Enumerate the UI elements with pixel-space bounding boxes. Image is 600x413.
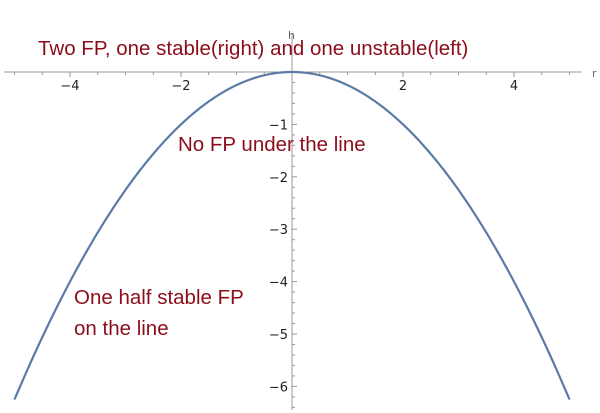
x-tick-label: −2 bbox=[171, 79, 190, 94]
y-tick-label: −2 bbox=[269, 171, 288, 186]
x-tick-label: −4 bbox=[60, 79, 79, 94]
y-tick-label: −5 bbox=[269, 328, 288, 343]
annotation-half-stable-line2: on the line bbox=[74, 317, 169, 340]
x-tick-label: 4 bbox=[510, 79, 518, 94]
x-axis-label: r bbox=[592, 67, 597, 80]
curve-layer bbox=[13, 70, 571, 400]
y-tick-label: −1 bbox=[269, 118, 288, 133]
annotation-two-fixed-points: Two FP, one stable(right) and one unstab… bbox=[38, 37, 469, 60]
ticks: −4 −2 2 4 −1 −2 −3 −4 −5 −6 bbox=[14, 72, 570, 408]
y-tick-label: −3 bbox=[269, 223, 288, 238]
annotation-half-stable-line1: One half stable FP bbox=[74, 286, 244, 309]
y-tick-label: −6 bbox=[269, 380, 288, 395]
y-tick-label: −4 bbox=[269, 276, 288, 291]
y-axis-label: h bbox=[288, 29, 295, 42]
annotation-no-fixed-points: No FP under the line bbox=[178, 133, 366, 156]
x-tick-label: 2 bbox=[399, 79, 407, 94]
axes: rh bbox=[4, 29, 597, 410]
series-line-0 bbox=[13, 70, 571, 400]
